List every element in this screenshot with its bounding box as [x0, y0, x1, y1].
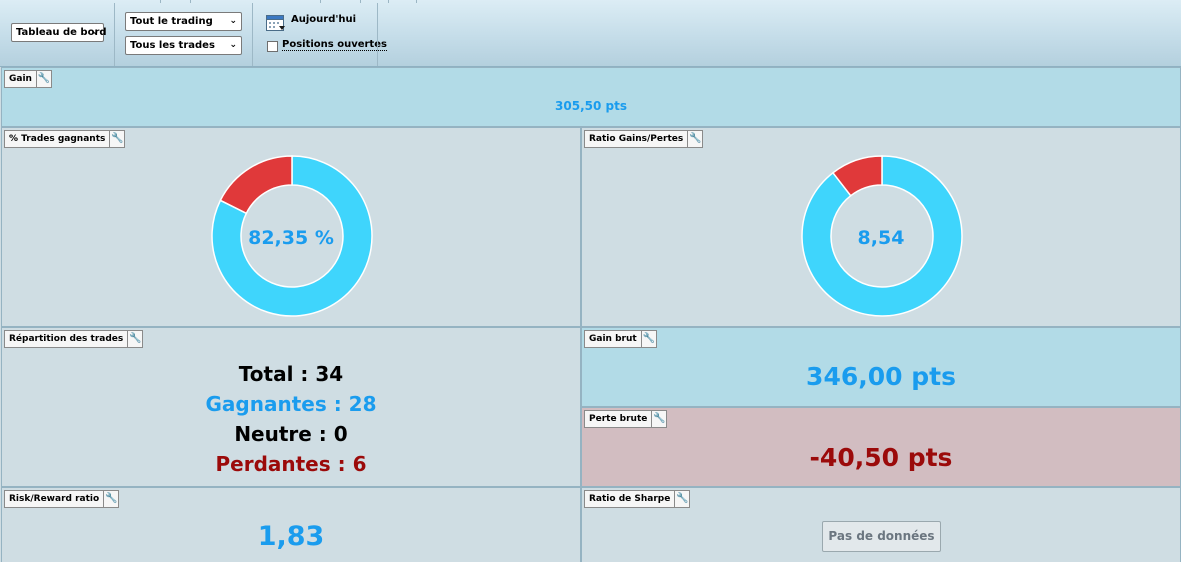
panel-title: Ratio Gains/Pertes 🔧 — [584, 130, 704, 148]
distribution-total: Total : 34 — [238, 362, 344, 386]
winning-trades-donut — [211, 155, 373, 317]
donut-loss-segment — [219, 155, 293, 215]
date-period-button[interactable]: Aujourd'hui — [291, 14, 357, 25]
panel-title: Répartition des trades 🔧 — [4, 330, 144, 348]
wrench-icon[interactable]: 🔧 — [651, 411, 666, 427]
gain-loss-ratio-value: 8,54 — [857, 227, 905, 249]
tab-strip — [0, 0, 1181, 3]
panel-title-label: % Trades gagnants — [9, 134, 106, 144]
panel-title: Ratio de Sharpe 🔧 — [584, 490, 691, 508]
donut-loss-segment — [831, 155, 883, 197]
chevron-down-icon: ⌄ — [229, 16, 237, 26]
gross-loss-panel: Perte brute 🔧 -40,50 pts — [581, 407, 1181, 487]
trading-select-value: Tout le trading — [130, 16, 213, 27]
panel-title: Gain 🔧 — [4, 70, 52, 88]
panel-title-label: Ratio Gains/Pertes — [589, 134, 684, 144]
toolbar-separator — [114, 3, 115, 66]
gross-gain-value: 346,00 pts — [806, 362, 956, 391]
trade-distribution-panel: Répartition des trades 🔧 Total : 34 Gagn… — [1, 327, 581, 487]
open-positions-checkbox[interactable] — [267, 41, 278, 52]
gain-panel: Gain 🔧 305,50 pts — [1, 67, 1181, 127]
distribution-neutral: Neutre : 0 — [234, 422, 348, 446]
risk-reward-panel: Risk/Reward ratio 🔧 1,83 — [1, 487, 581, 562]
distribution-winning: Gagnantes : 28 — [205, 392, 377, 416]
panel-title-label: Gain brut — [589, 334, 637, 344]
wrench-icon[interactable]: 🔧 — [35, 71, 51, 87]
toolbar: Tableau de bord ⌄ Tout le trading ⌄ Tous… — [0, 0, 1181, 67]
panel-title: Gain brut 🔧 — [584, 330, 657, 348]
open-positions-label[interactable]: Positions ouvertes — [282, 39, 387, 51]
distribution-losing: Perdantes : 6 — [215, 452, 367, 476]
wrench-icon[interactable]: 🔧 — [687, 131, 702, 147]
donut-win-segment — [801, 155, 963, 317]
toolbar-separator — [377, 3, 378, 66]
gain-value: 305,50 pts — [555, 99, 627, 113]
panel-title-label: Gain — [9, 74, 32, 84]
panel-title: % Trades gagnants 🔧 — [4, 130, 126, 148]
trades-select-value: Tous les trades — [130, 40, 215, 51]
open-positions-text: Positions ouvertes — [282, 39, 387, 51]
toolbar-separator — [252, 3, 253, 66]
wrench-icon[interactable]: 🔧 — [103, 491, 118, 507]
wrench-icon[interactable]: 🔧 — [640, 331, 656, 347]
gross-gain-panel: Gain brut 🔧 346,00 pts — [581, 327, 1181, 407]
view-select-value: Tableau de bord — [16, 27, 107, 38]
winning-trades-value: 82,35 % — [248, 227, 334, 249]
chevron-down-icon: ⌄ — [91, 27, 99, 37]
sharpe-ratio-panel: Ratio de Sharpe 🔧 Pas de données — [581, 487, 1181, 562]
gross-loss-value: -40,50 pts — [809, 443, 953, 472]
no-data-button[interactable]: Pas de données — [822, 521, 941, 552]
risk-reward-value: 1,83 — [257, 521, 325, 552]
panel-title-label: Perte brute — [589, 414, 648, 424]
wrench-icon[interactable]: 🔧 — [674, 491, 689, 507]
trades-select[interactable]: Tous les trades ⌄ — [125, 36, 242, 55]
chevron-down-icon: ⌄ — [229, 40, 237, 50]
calendar-icon[interactable] — [266, 14, 286, 32]
panel-title: Perte brute 🔧 — [584, 410, 668, 428]
wrench-icon[interactable]: 🔧 — [127, 331, 142, 347]
panel-title: Risk/Reward ratio 🔧 — [4, 490, 120, 508]
wrench-icon[interactable]: 🔧 — [109, 131, 124, 147]
panel-title-label: Ratio de Sharpe — [589, 494, 671, 504]
view-select[interactable]: Tableau de bord ⌄ — [11, 23, 107, 42]
panel-title-label: Risk/Reward ratio — [9, 494, 100, 504]
winning-trades-panel: % Trades gagnants 🔧 82,35 % — [1, 127, 581, 327]
donut-win-segment — [211, 155, 373, 317]
gain-loss-ratio-panel: Ratio Gains/Pertes 🔧 8,54 — [581, 127, 1181, 327]
panel-title-label: Répartition des trades — [9, 334, 124, 344]
gain-loss-ratio-donut — [801, 155, 963, 317]
trading-select[interactable]: Tout le trading ⌄ — [125, 12, 242, 31]
